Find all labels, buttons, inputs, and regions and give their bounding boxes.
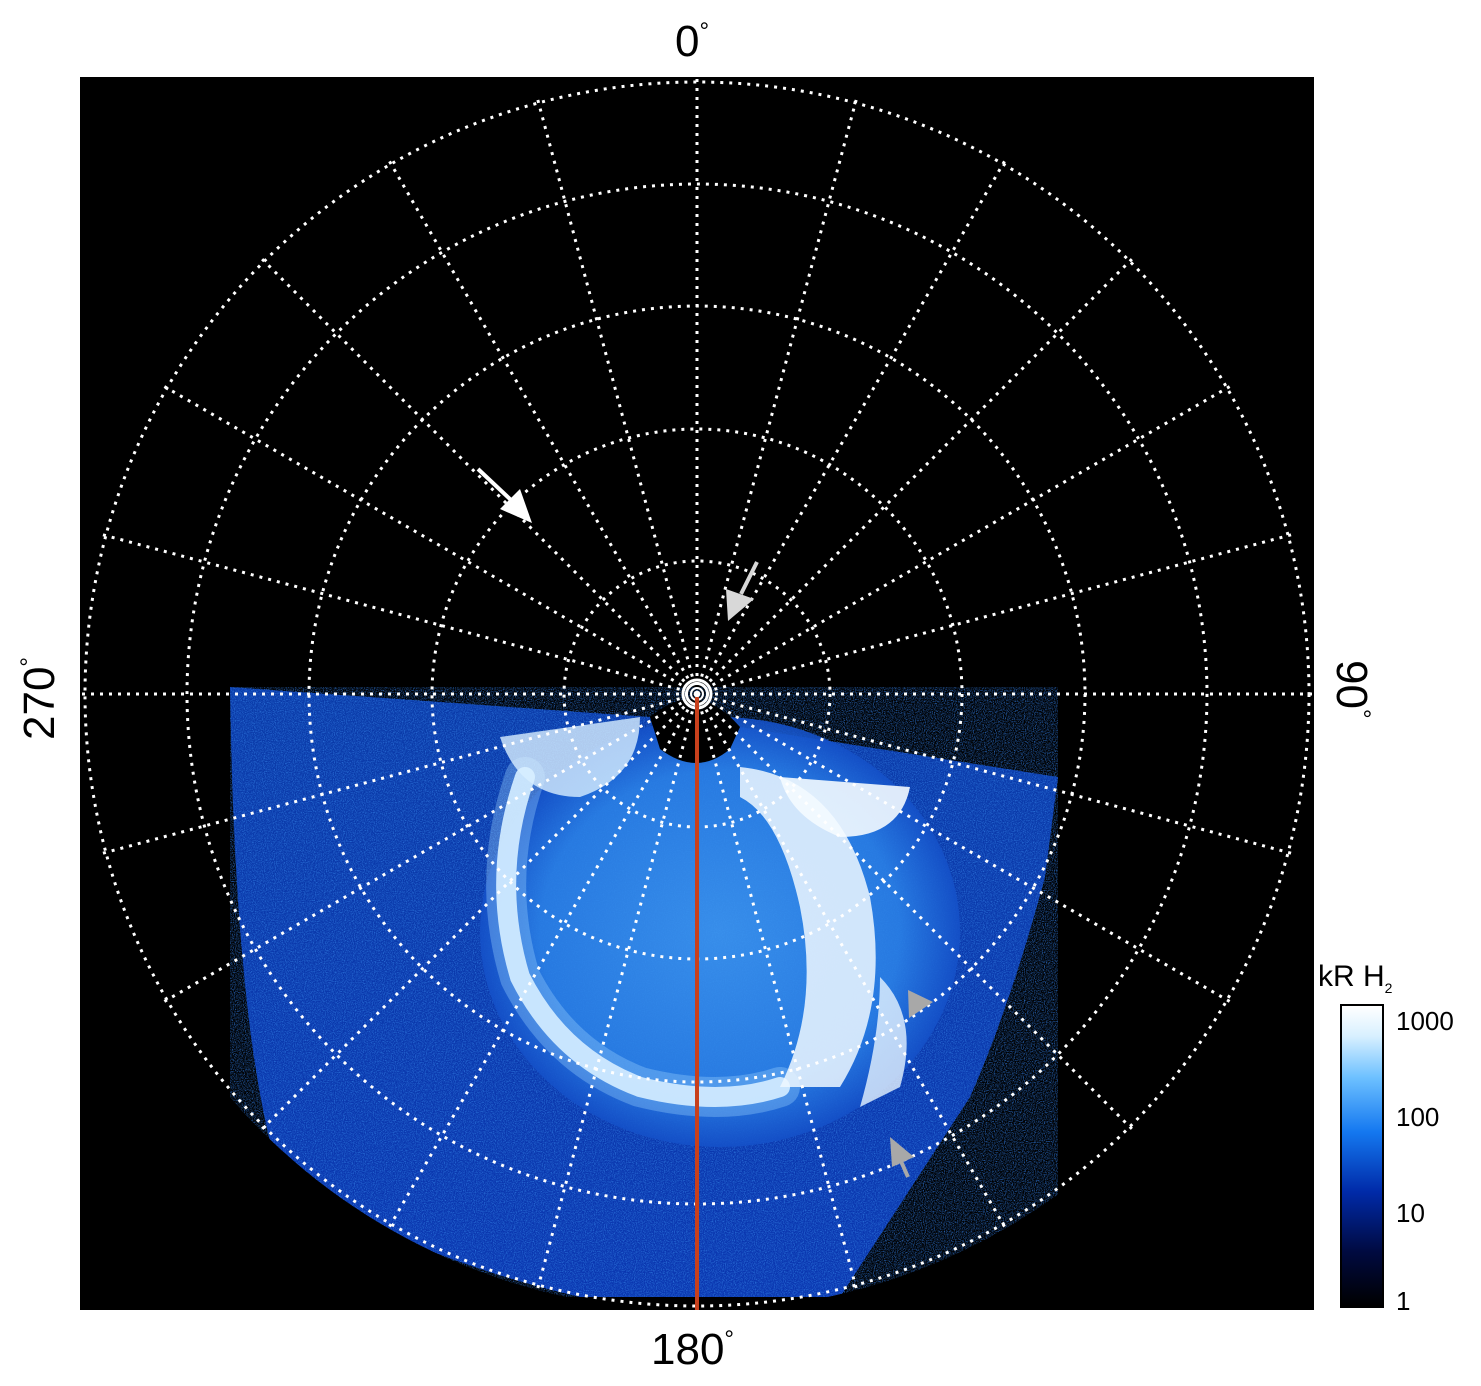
white-arrow-icon [476,467,532,523]
colorbar [1340,1004,1384,1308]
latitude-longitude-grid [80,77,1314,1310]
polar-projection-image [80,77,1314,1310]
colorbar-tick-1: 1 [1396,1286,1411,1316]
colorbar-title: kR H2 [1318,960,1393,996]
gray-arrow-icon [726,561,759,621]
longitude-label-180: 180° [651,1325,735,1374]
gray-arrow-icon [890,1137,914,1178]
gray-arrow-icon [908,990,933,1018]
colorbar-tick-10: 10 [1396,1198,1425,1228]
longitude-label-90: 90° [1327,660,1376,719]
longitude-label-0: 0° [675,17,710,66]
colorbar-tick-100: 100 [1396,1102,1440,1132]
aurora-emission-region [230,687,1058,1297]
colorbar-tick-1000: 1000 [1396,1006,1454,1036]
longitude-label-270: 270° [15,656,64,740]
